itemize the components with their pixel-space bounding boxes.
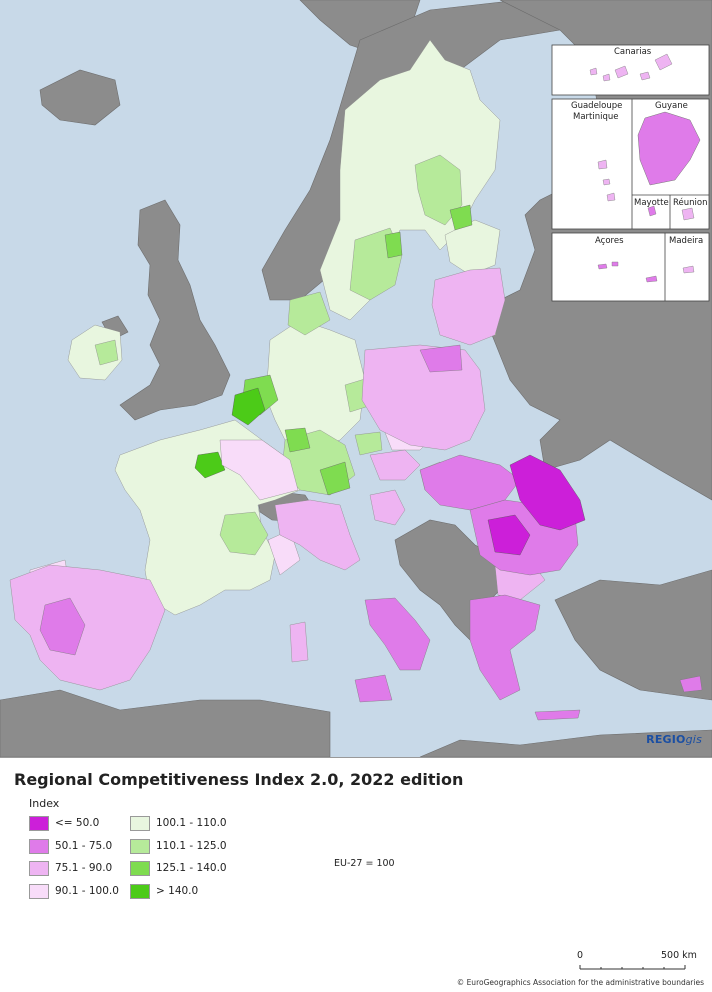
legend-swatch — [130, 815, 150, 831]
legend-label: 110.1 - 125.0 — [156, 840, 227, 852]
legend-label: 100.1 - 110.0 — [156, 817, 227, 829]
europe-map — [0, 0, 712, 757]
inset-label-reunion: Réunion — [673, 198, 708, 208]
inset-label-guadeloupe: Guadeloupe — [571, 101, 623, 111]
legend-label: <= 50.0 — [55, 817, 100, 829]
legend-swatch — [130, 860, 150, 876]
legend-label: 90.1 - 100.0 — [55, 885, 119, 897]
legend-label: 50.1 - 75.0 — [55, 840, 113, 852]
scale-start-label: 0 — [577, 950, 584, 961]
legend-item: 90.1 - 100.0 — [29, 883, 119, 899]
scale-end-label: 500 km — [661, 950, 697, 961]
legend-swatch — [29, 860, 49, 876]
map-title: Regional Competitiveness Index 2.0, 2022… — [14, 770, 464, 789]
reference-note: EU-27 = 100 — [334, 858, 395, 869]
legend-label: > 140.0 — [156, 885, 199, 897]
inset-label-madeira: Madeira — [669, 236, 704, 246]
legend-item: > 140.0 — [130, 883, 198, 899]
inset-label-canarias: Canarias — [614, 47, 652, 57]
inset-label-mayotte: Mayotte — [634, 198, 669, 208]
legend-label: 125.1 - 140.0 — [156, 862, 227, 874]
legend-item: 100.1 - 110.0 — [130, 815, 227, 831]
scale-bar: 0 500 km — [575, 950, 697, 974]
regiogis-logo: REGIOgis — [646, 733, 702, 746]
legend-item: 125.1 - 140.0 — [130, 860, 227, 876]
scale-line — [579, 965, 686, 970]
legend-swatch — [29, 815, 49, 831]
regions-under-50 — [487, 454, 586, 556]
legend-swatch — [130, 883, 150, 899]
inset-label-acores: Açores — [595, 236, 624, 246]
legend-label: 75.1 - 90.0 — [55, 862, 113, 874]
legend-swatch — [29, 838, 49, 854]
regions-75-90 — [9, 267, 546, 691]
copyright-notice: © EuroGeographics Association for the ad… — [456, 978, 704, 987]
legend-item: <= 50.0 — [29, 815, 99, 831]
legend-item: 50.1 - 75.0 — [29, 838, 112, 854]
legend-item: 110.1 - 125.0 — [130, 838, 227, 854]
map-area: Canarias Guadeloupe Martinique Guyane Ma… — [0, 0, 712, 758]
legend-swatch — [130, 838, 150, 854]
inset-boxes — [551, 44, 710, 302]
legend-swatch — [29, 883, 49, 899]
inset-label-martinique: Martinique — [573, 112, 619, 122]
legend: <= 50.0 50.1 - 75.0 75.1 - 90.0 90.1 - 1… — [29, 815, 269, 905]
inset-label-guyane: Guyane — [655, 101, 688, 111]
legend-item: 75.1 - 90.0 — [29, 860, 112, 876]
regions-over-140 — [194, 387, 266, 479]
legend-title: Index — [29, 797, 60, 810]
